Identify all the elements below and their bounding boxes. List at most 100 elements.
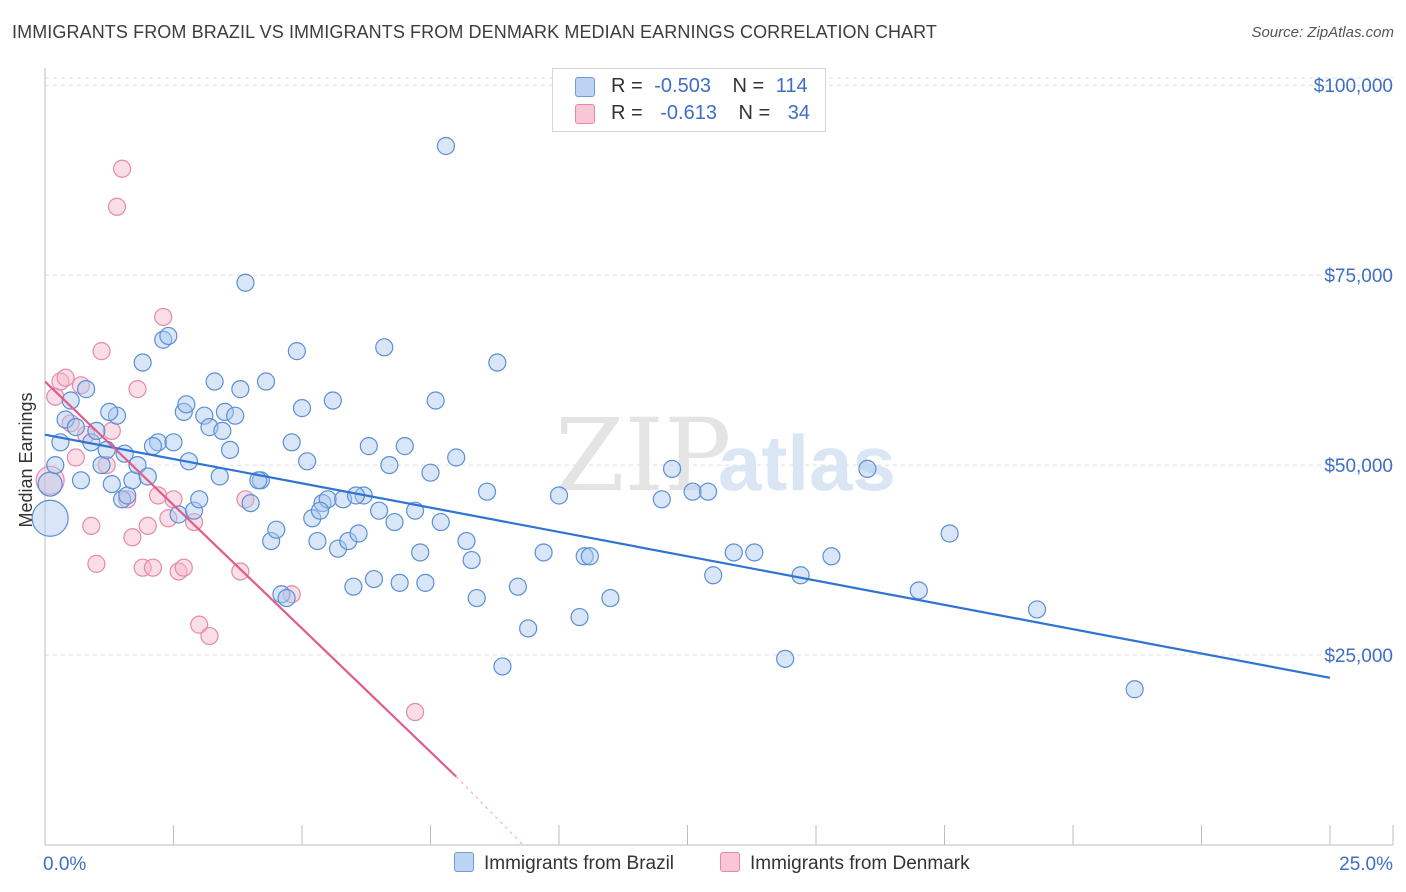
brazil-point: [66, 418, 85, 437]
bottom-legend-swatch-brazil: [454, 852, 474, 872]
brazil-point: [364, 569, 384, 589]
brazil-point: [215, 402, 234, 422]
brazil-point: [421, 463, 440, 482]
brazil-point: [287, 342, 306, 361]
brazil-point: [909, 581, 928, 600]
denmark-point: [405, 702, 425, 722]
brazil-point: [267, 520, 286, 539]
tick-labels: $25,000 $50,000 $75,000 $100,000 0.0% 25.0%: [43, 76, 1393, 875]
brazil-point: [375, 338, 394, 357]
brazil-point: [940, 524, 959, 543]
brazil-point: [118, 486, 137, 505]
brazil-point: [508, 577, 527, 596]
denmark-point: [97, 455, 116, 475]
watermark-zip: ZIP: [555, 397, 731, 514]
brazil-point: [184, 501, 204, 520]
brazil-point: [56, 410, 75, 429]
denmark-point: [56, 368, 75, 387]
denmark-point: [200, 626, 219, 646]
brazil-point: [380, 455, 399, 475]
brazil-point: [549, 486, 569, 505]
brazil-point: [128, 455, 147, 475]
legend-denmark-r-label: R =: [611, 102, 643, 124]
brazil-point: [1125, 680, 1144, 699]
brazil-point: [308, 531, 327, 551]
brazil-point: [205, 372, 224, 391]
denmark-point: [174, 558, 193, 577]
brazil-point: [776, 649, 795, 668]
denmark-point: [133, 558, 152, 577]
brazil-point: [447, 448, 466, 467]
x-tick-label-max: 25.0%: [1339, 854, 1393, 875]
brazil-point: [822, 547, 841, 566]
brazil-point: [431, 512, 450, 532]
brazil-point: [683, 482, 702, 501]
brazil-point: [292, 399, 312, 418]
brazil-point: [92, 455, 111, 475]
legend-swatch-brazil: [575, 77, 595, 97]
denmark-point: [143, 558, 163, 577]
brazil-point: [426, 391, 445, 410]
legend-denmark-r-value: -0.613: [660, 102, 717, 124]
denmark-trendline-extension: [455, 776, 524, 846]
legend-swatch-denmark: [575, 104, 595, 124]
denmark-point: [159, 509, 178, 528]
brazil-point: [462, 550, 481, 570]
brazil-point: [177, 395, 196, 414]
brazil-trendline: [44, 433, 1331, 679]
brazil-point: [858, 459, 877, 478]
brazil-point: [493, 657, 512, 676]
legend-brazil-r-label: R =: [611, 75, 643, 97]
brazil-point: [256, 372, 276, 391]
denmark-point: [138, 516, 157, 535]
brazil-point: [436, 136, 456, 156]
denmark-point: [128, 380, 147, 399]
y-tick-label: $50,000: [1324, 456, 1393, 477]
brazil-point: [328, 539, 348, 558]
brazil-point: [46, 455, 65, 475]
brazil-point: [698, 482, 718, 501]
brazil-point: [791, 566, 810, 585]
brazil-point: [385, 512, 404, 532]
brazil-point: [236, 273, 255, 292]
y-tick-label: $75,000: [1324, 266, 1393, 287]
bottom-legend-brazil: Immigrants from Brazil: [454, 852, 674, 875]
brazil-point: [220, 440, 240, 460]
brazil-points: [31, 136, 1144, 699]
brazil-point: [133, 353, 152, 372]
brazil-point: [390, 573, 409, 592]
axes: [44, 68, 1394, 846]
brazil-point: [97, 440, 116, 460]
brazil-point: [662, 459, 682, 478]
y-tick-label: $25,000: [1324, 646, 1393, 667]
brazil-point: [519, 619, 538, 638]
denmark-point: [123, 528, 142, 547]
brazil-point: [159, 326, 178, 346]
denmark-point: [112, 159, 132, 178]
brazil-point: [724, 543, 743, 562]
legend-brazil-n-value: 114: [775, 75, 808, 97]
brazil-point: [169, 505, 188, 524]
brazil-point: [123, 471, 142, 490]
brazil-point: [411, 543, 430, 562]
brazil-point: [231, 380, 250, 399]
brazil-point: [143, 437, 163, 456]
brazil-point: [303, 509, 322, 528]
brazil-point: [339, 531, 358, 551]
stats-legend: R = -0.503 N = 114 R = -0.613 N = 34: [552, 68, 826, 132]
watermark: ZIP atlas: [555, 397, 896, 514]
brazil-point: [349, 524, 368, 543]
brazil-point: [262, 531, 281, 551]
brazil-point: [213, 421, 232, 441]
brazil-point: [745, 543, 764, 562]
bottom-legend-label-brazil: Immigrants from Brazil: [484, 853, 675, 874]
watermark-atlas: atlas: [718, 419, 896, 507]
brazil-point: [570, 607, 589, 627]
denmark-point: [92, 342, 111, 361]
brazil-point: [652, 490, 671, 509]
brazil-point: [102, 474, 121, 494]
brazil-point: [575, 547, 594, 566]
legend-denmark-n-label: N =: [738, 102, 771, 124]
legend-denmark-n-value: 34: [787, 102, 811, 124]
